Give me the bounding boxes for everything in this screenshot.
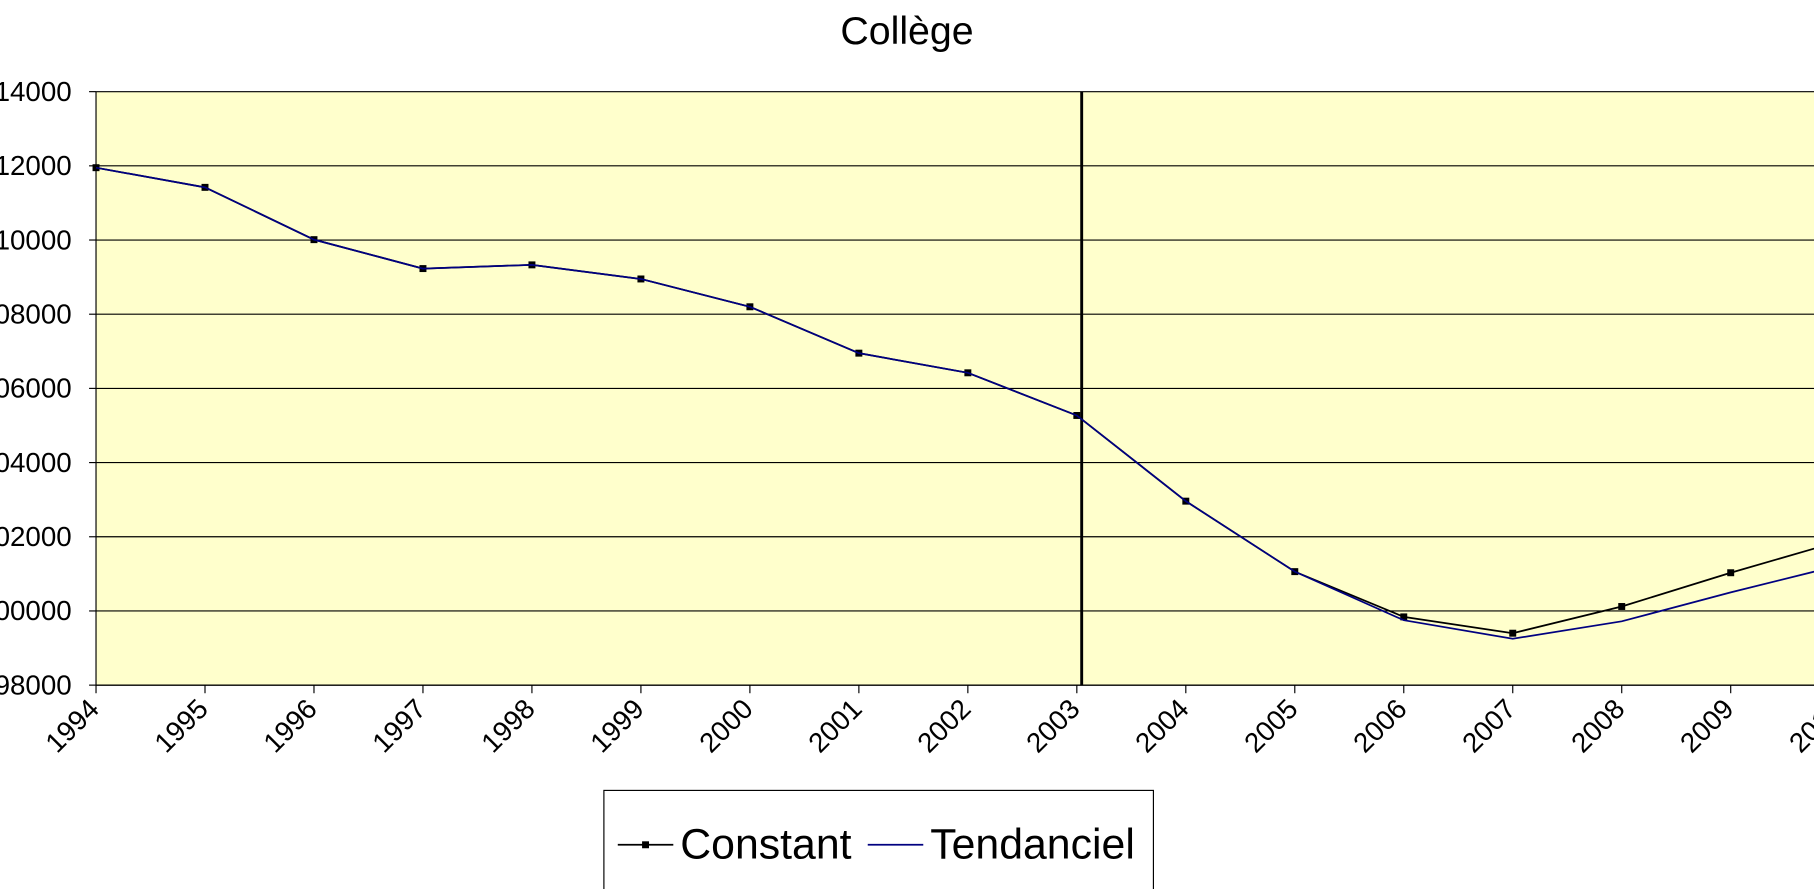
plot-area: 98000 00000 02000 04000 06000 08000 10000 12000… xyxy=(0,76,1814,759)
x-tick-label: 2001 xyxy=(802,693,868,759)
x-tick-label: 2002 xyxy=(911,693,977,759)
x-tick-label: 1997 xyxy=(366,693,432,759)
series-marker xyxy=(1618,603,1626,610)
series-line xyxy=(95,166,1814,640)
chart-title: Collège xyxy=(840,9,973,53)
y-tick-label: 14000 xyxy=(0,76,72,107)
legend-label: Tendanciel xyxy=(930,821,1135,869)
x-tick-label: 1996 xyxy=(257,693,323,759)
x-tick-label: 2000 xyxy=(693,693,759,759)
y-tick-label: 08000 xyxy=(0,298,72,329)
series-marker xyxy=(1727,569,1735,577)
y-tick-label: 06000 xyxy=(0,373,72,404)
series-marker xyxy=(1400,613,1408,621)
x-tick-label: 2010 xyxy=(1783,693,1814,759)
legend-label: Constant xyxy=(680,821,851,869)
legend: Constant Tendanciel xyxy=(603,789,1154,889)
y-tick-label: 10000 xyxy=(0,224,72,255)
x-tick-label: 2008 xyxy=(1565,693,1631,759)
y-tick-label: 00000 xyxy=(0,595,72,626)
x-tick-label: 1994 xyxy=(39,693,105,759)
x-tick-label: 2006 xyxy=(1347,693,1413,759)
series-marker xyxy=(1509,629,1517,637)
x-tick-label: 1995 xyxy=(148,693,214,759)
y-tick-label: 98000 xyxy=(0,669,72,700)
x-tick-label: 2004 xyxy=(1129,693,1195,759)
x-tick-label: 1998 xyxy=(475,693,541,759)
y-tick-label: 12000 xyxy=(0,150,72,181)
x-tick-label: 2005 xyxy=(1238,693,1304,759)
y-tick-label: 04000 xyxy=(0,447,72,478)
y-tick-label: 02000 xyxy=(0,521,72,552)
x-tick-label: 2003 xyxy=(1020,693,1086,759)
legend-marker xyxy=(642,841,650,849)
x-tick-label: 2009 xyxy=(1674,693,1740,759)
x-tick-label: 2007 xyxy=(1456,693,1522,759)
x-tick-label: 1999 xyxy=(584,693,650,759)
legend-box xyxy=(603,789,1154,889)
